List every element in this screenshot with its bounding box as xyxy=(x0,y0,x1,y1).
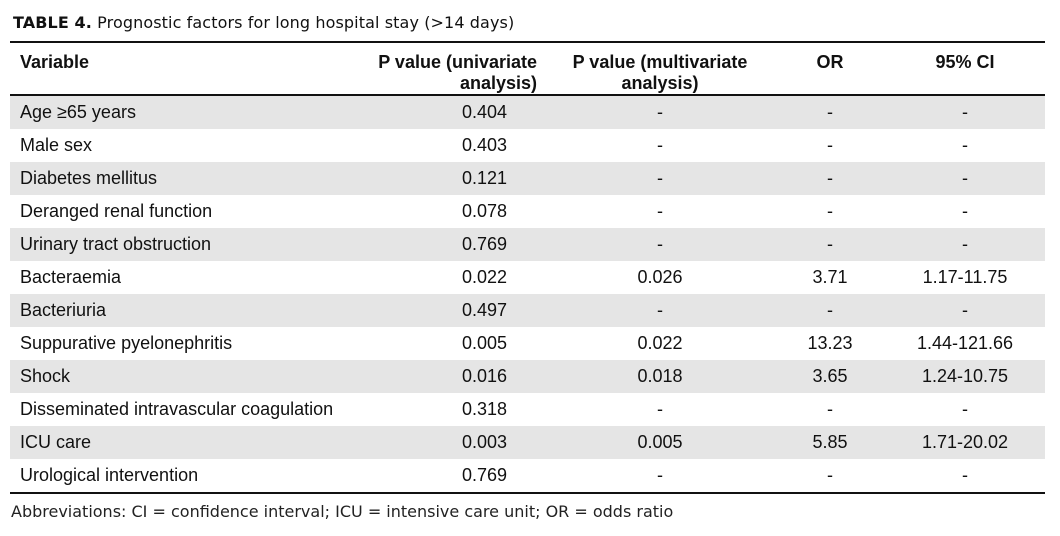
table-row: Disseminated intravascular coagulation 0.… xyxy=(10,393,1045,426)
cell-or: 5.85 xyxy=(812,432,848,452)
cell-p-multivariate: - xyxy=(657,300,663,320)
cell-variable: Age ≥65 years xyxy=(20,102,136,122)
cell-or: - xyxy=(827,168,833,188)
header-or-label: OR xyxy=(816,52,844,72)
cell-variable: Disseminated intravascular coagulation xyxy=(20,399,334,419)
cell-p-univariate: 0.404 xyxy=(461,102,508,122)
cell-variable: Diabetes mellitus xyxy=(20,168,158,188)
cell-p-multivariate: 0.005 xyxy=(637,432,683,452)
cell-or: - xyxy=(827,135,833,155)
table-body: Age ≥65 years 0.404- - - Male sex 0.403- - - Dia… xyxy=(10,95,1045,493)
cell-variable: Bacteriuria xyxy=(20,300,107,320)
table-caption: TABLE 4. Prognostic factors for long hos… xyxy=(13,13,514,32)
table-row: Diabetes mellitus 0.121 - - - xyxy=(10,162,1045,195)
cell-p-univariate: 0.403 xyxy=(461,135,508,155)
cell-ci: - xyxy=(962,300,968,320)
cell-variable: Shock xyxy=(20,366,71,386)
cell-variable: Deranged renal function xyxy=(20,201,213,221)
header-p-multivariate: P value (multivariate analysis) xyxy=(545,41,775,96)
table-row: Male sex 0.403 - - - xyxy=(10,129,1045,162)
table-footnote: Abbreviations: CI = confidence interval;… xyxy=(11,502,674,521)
cell-ci: - xyxy=(962,168,968,188)
cell-or: - xyxy=(827,201,833,221)
cell-or: - xyxy=(827,300,833,320)
cell-p-multivariate: - xyxy=(657,168,663,188)
cell-or: - xyxy=(827,234,833,254)
cell-p-univariate: 0.078 xyxy=(461,201,508,221)
cell-or: - xyxy=(827,399,833,419)
cell-p-univariate: 0.022 xyxy=(461,267,508,287)
cell-p-univariate: 0.005 xyxy=(461,333,508,353)
cell-p-univariate: 0.003 xyxy=(461,432,508,452)
cell-variable: ICU care xyxy=(20,432,92,452)
cell-p-univariate: 0.497 xyxy=(461,300,508,320)
header-p-multivariate-line1: P value (multivariate xyxy=(572,52,748,72)
cell-p-univariate: 0.769 xyxy=(461,465,508,485)
cell-ci: - xyxy=(962,399,968,419)
cell-p-multivariate: - xyxy=(657,201,663,221)
cell-p-multivariate: 0.026 xyxy=(637,267,683,287)
cell-p-multivariate: 0.022 xyxy=(637,333,683,353)
cell-or: - xyxy=(827,102,833,122)
table-row: Suppurative pyelonephritis 0.005 0.022 13.2… xyxy=(10,327,1045,360)
cell-ci: - xyxy=(962,135,968,155)
cell-p-multivariate: 0.018 xyxy=(637,366,683,386)
cell-p-univariate: 0.016 xyxy=(461,366,508,386)
table-container: Variable P value (univariate analysis) P… xyxy=(10,41,1045,494)
cell-p-univariate: 0.769 xyxy=(461,234,508,254)
cell-p-multivariate: - xyxy=(657,234,663,254)
header-p-univariate-line1: P value (univariate xyxy=(378,52,537,72)
table-header-row: Variable P value (univariate analysis) P… xyxy=(10,41,1045,96)
cell-p-multivariate: - xyxy=(657,135,663,155)
table-caption-text: Prognostic factors for long hospital sta… xyxy=(97,13,515,32)
cell-variable: Male sex xyxy=(20,135,93,155)
header-variable-label: Variable xyxy=(20,52,90,72)
table-row: Shock 0.016 0.018 3.65 1.24-10.75 xyxy=(10,360,1045,393)
header-p-univariate-line2: analysis) xyxy=(459,73,537,93)
table-row: ICU care 0.003 0.005 5.85 1.71-20.02 xyxy=(10,426,1045,459)
cell-ci: 1.71-20.02 xyxy=(921,432,1009,452)
cell-p-multivariate: - xyxy=(657,465,663,485)
table-row: Bacteraemia 0.022 0.026 3.71 1.17-11.75 xyxy=(10,261,1045,294)
cell-ci: - xyxy=(962,102,968,122)
cell-p-univariate: 0.318 xyxy=(461,399,508,419)
cell-variable: Bacteraemia xyxy=(20,267,122,287)
cell-or: 3.71 xyxy=(812,267,848,287)
table-caption-label: TABLE 4. xyxy=(13,13,92,32)
cell-p-multivariate: - xyxy=(657,399,663,419)
cell-ci: 1.44-121.66 xyxy=(916,333,1014,353)
table-row: Deranged renal function 0.078 - - - xyxy=(10,195,1045,228)
header-ci: 95% CI xyxy=(885,41,1045,96)
prognostic-factors-table: Variable P value (univariate analysis) P… xyxy=(10,41,1045,494)
header-p-univariate: P value (univariate analysis) xyxy=(378,41,545,96)
table-row: Urological intervention 0.769 - - - xyxy=(10,459,1045,493)
table-row: Urinary tract obstruction 0.769 - - - xyxy=(10,228,1045,261)
cell-or: 3.65 xyxy=(812,366,848,386)
header-ci-label: 95% CI xyxy=(935,52,995,72)
cell-ci: - xyxy=(962,234,968,254)
header-p-multivariate-line2: analysis) xyxy=(621,73,699,93)
cell-variable: Urological intervention xyxy=(20,465,199,485)
cell-ci: - xyxy=(962,465,968,485)
cell-p-univariate: 0.121 xyxy=(461,168,508,188)
cell-or: 13.23 xyxy=(807,333,853,353)
cell-ci: 1.24-10.75 xyxy=(921,366,1009,386)
cell-ci: 1.17-11.75 xyxy=(922,267,1008,287)
table-row: Age ≥65 years 0.404 - - - xyxy=(10,95,1045,129)
cell-variable: Suppurative pyelonephritis xyxy=(20,333,233,353)
header-variable: Variable xyxy=(10,41,390,96)
cell-or: - xyxy=(827,465,833,485)
cell-ci: - xyxy=(962,201,968,221)
cell-variable: Urinary tract obstruction xyxy=(20,234,212,254)
table-row: Bacteriuria 0.497 - - - xyxy=(10,294,1045,327)
header-or: OR xyxy=(775,41,885,96)
cell-p-multivariate: - xyxy=(657,102,663,122)
